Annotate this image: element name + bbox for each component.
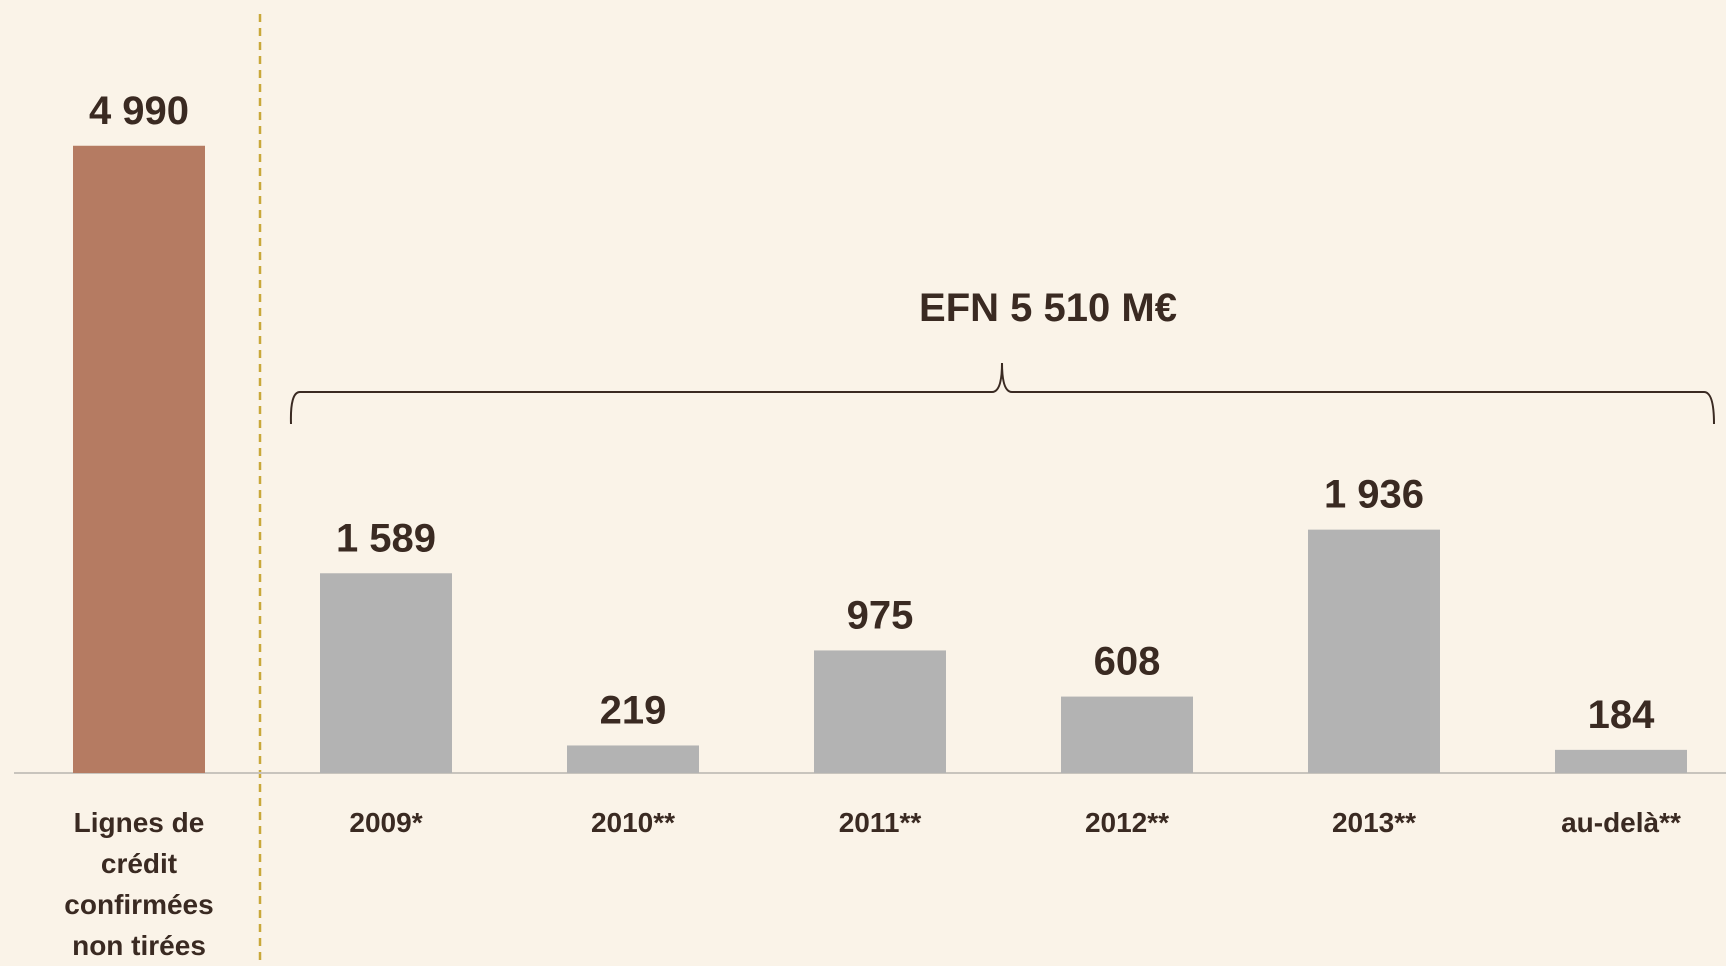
value-label: 975 [847,593,914,637]
x-tick-label: 2013** [1331,807,1417,838]
bar [1308,529,1440,773]
value-label: 608 [1094,640,1161,684]
bar [814,650,946,773]
bar [73,145,205,773]
value-label: 1 936 [1324,473,1424,517]
x-tick-label: 2009* [349,807,423,838]
x-tick-label: Lignes de crédit confirmées non tirées [64,807,214,961]
value-label: 4 990 [89,89,189,133]
x-tick-label: 2012** [1084,807,1170,838]
bar [320,573,452,773]
bar [1555,749,1687,773]
x-tick-label: 2010** [590,807,676,838]
value-label: 219 [600,688,667,732]
x-tick-label: au-delà** [1561,807,1681,838]
bar [567,745,699,773]
brace [289,362,1715,425]
value-label: 1 589 [336,516,436,560]
annotation: EFN 5 510 M€ [919,286,1177,330]
x-tick-label: 2011** [838,807,922,838]
value-label: 184 [1588,693,1655,737]
bar [1061,696,1193,773]
